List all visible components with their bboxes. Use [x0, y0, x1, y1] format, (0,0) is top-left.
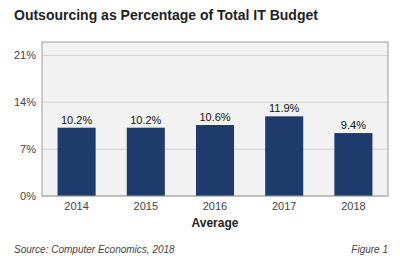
grid-line — [42, 102, 388, 103]
plot-background — [42, 42, 388, 196]
chart-title: Outsourcing as Percentage of Total IT Bu… — [14, 7, 318, 23]
bar — [58, 128, 96, 196]
y-tick-label: 21% — [14, 49, 36, 61]
y-tick-label: 7% — [20, 143, 36, 155]
data-labels: 10.2% 10.2% 10.6% 11.9% 9.4% — [61, 102, 366, 131]
x-tick-label: 2018 — [341, 200, 365, 212]
x-tick-label: 2014 — [64, 200, 88, 212]
chart-svg: Outsourcing as Percentage of Total IT Bu… — [0, 0, 400, 259]
x-tick-label: 2016 — [203, 200, 227, 212]
y-tick-label: 14% — [14, 96, 36, 108]
x-tick-label: 2015 — [134, 200, 158, 212]
bar — [265, 116, 303, 196]
data-label: 11.9% — [269, 102, 300, 114]
annotation: Figure 1 — [351, 244, 388, 255]
bar — [334, 133, 372, 196]
x-tick-label: 2017 — [272, 200, 296, 212]
bars — [58, 116, 373, 196]
grid — [42, 55, 388, 196]
data-label: 10.2% — [130, 114, 161, 126]
data-label: 9.4% — [341, 119, 366, 131]
y-axis: 0% 7% 14% 21% — [14, 49, 36, 202]
x-axis-label: Average — [192, 216, 239, 230]
grid-line — [42, 55, 388, 56]
bar — [127, 128, 165, 196]
y-tick-label: 0% — [20, 190, 36, 202]
bar — [196, 125, 234, 196]
chart-container: Outsourcing as Percentage of Total IT Bu… — [0, 0, 400, 259]
data-label: 10.2% — [61, 114, 92, 126]
annotation: Source: Computer Economics, 2018 — [14, 244, 175, 255]
plot-frame — [42, 42, 388, 196]
data-label: 10.6% — [199, 111, 230, 123]
x-axis: 2014 2015 2016 2017 2018 — [64, 200, 365, 212]
page: {"chart_data": {"type": "bar", "title": … — [0, 0, 400, 259]
